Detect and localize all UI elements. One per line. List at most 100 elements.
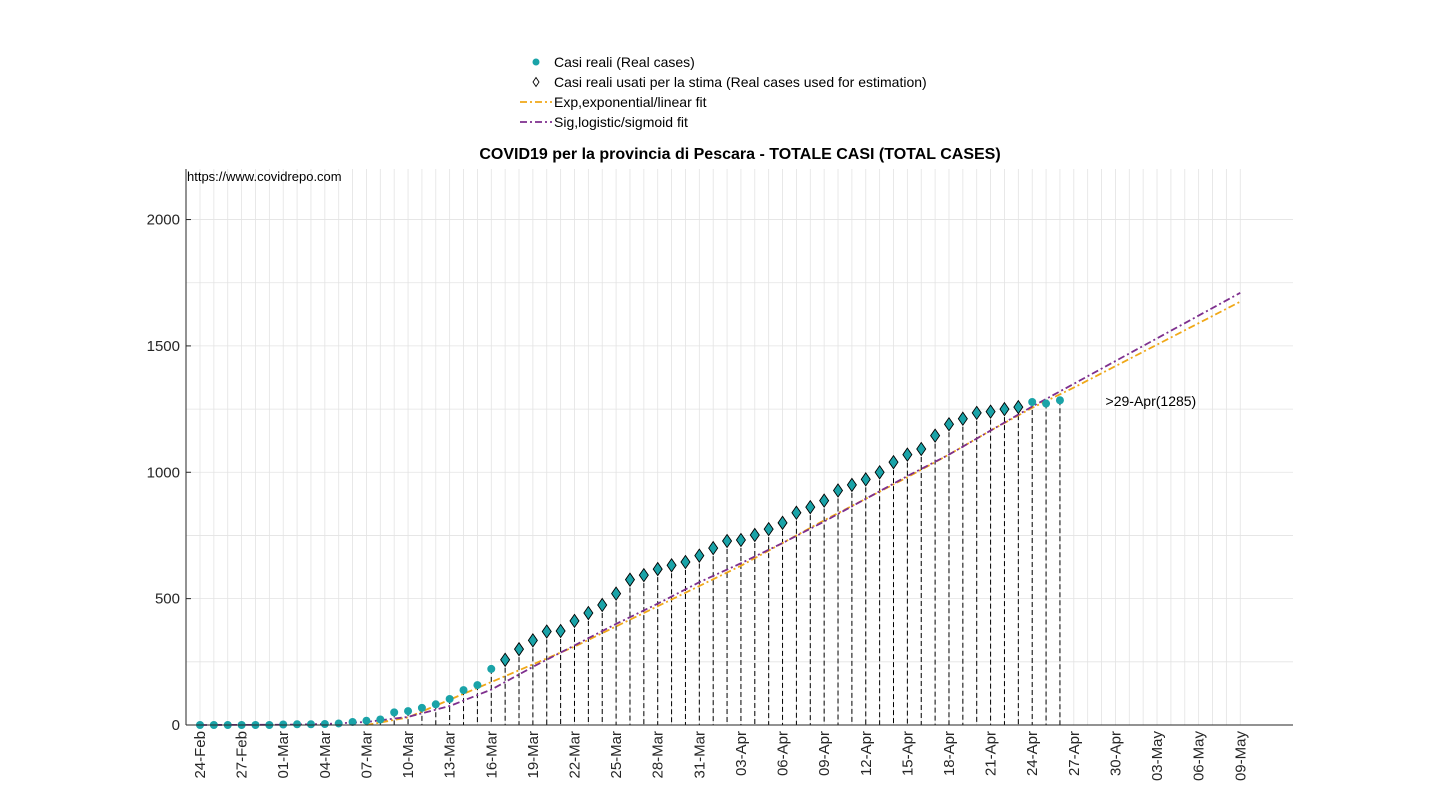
x-tick-label: 09-May: [1232, 731, 1249, 782]
real-case-point: [306, 720, 315, 729]
x-tick-label: 03-May: [1149, 731, 1166, 782]
estimation-point: [860, 472, 871, 487]
x-tick-label: 13-Mar: [442, 731, 459, 779]
real-case-point: [293, 720, 302, 729]
real-case-point: [320, 719, 329, 728]
real-case-point: [404, 707, 413, 716]
estimation-point: [749, 527, 760, 543]
real-case-point: [348, 717, 357, 726]
drop-lines: [379, 400, 1061, 725]
estimation-point: [624, 572, 636, 587]
estimation-point: [819, 493, 830, 508]
estimation-point: [763, 521, 774, 537]
estimation-point: [666, 557, 677, 573]
estimation-point: [583, 605, 594, 621]
estimation-point: [652, 561, 663, 577]
estimation-point: [902, 447, 913, 462]
real-case-point: [362, 716, 371, 725]
real-case-point: [390, 708, 399, 717]
estimation-point: [888, 454, 899, 470]
x-tick-label: 03-Apr: [733, 731, 750, 776]
x-tick-label: 21-Apr: [983, 731, 1000, 776]
x-tick-label: 10-Mar: [400, 731, 417, 779]
x-tick-label: 18-Apr: [941, 731, 958, 776]
x-tick-label: 22-Mar: [566, 731, 583, 779]
axes: 0 500 1000 1500 2000 24-Feb 27-Feb 01-Mar 04-Mar…: [147, 169, 1293, 781]
x-tick-label: 16-Mar: [483, 731, 500, 779]
estimation-point: [541, 624, 552, 639]
estimation-point: [985, 404, 996, 419]
x-tick-label: 19-Mar: [525, 731, 542, 779]
estimation-point: [874, 464, 885, 480]
estimation-point: [527, 633, 538, 648]
estimation-point: [680, 554, 691, 570]
legend-label: Casi reali (Real cases): [554, 54, 695, 70]
y-tick-label: 1000: [147, 464, 180, 481]
y-tick-label: 1500: [147, 338, 180, 355]
estimation-point: [638, 567, 649, 583]
x-tick-label: 07-Mar: [358, 731, 375, 779]
estimation-point: [916, 441, 927, 457]
chart-title: COVID19 per la provincia di Pescara - TO…: [479, 146, 1000, 163]
estimation-point: [971, 405, 982, 421]
legend-marker-circle: [532, 58, 540, 66]
estimation-point: [805, 499, 816, 515]
real-case-point: [376, 715, 385, 724]
x-tick-label: 27-Apr: [1066, 731, 1083, 776]
estimation-point: [791, 505, 802, 520]
real-case-point: [431, 700, 440, 709]
y-tick-label: 0: [172, 717, 180, 734]
x-tick-label: 30-Apr: [1107, 731, 1124, 776]
x-tick-label: 27-Feb: [234, 731, 251, 779]
fit-curves: [199, 292, 1241, 726]
legend-label: Sig,logistic/sigmoid fit: [554, 114, 688, 130]
estimation-point: [597, 597, 608, 613]
x-tick-label: 04-Mar: [317, 731, 334, 779]
real-case-point: [334, 719, 343, 728]
legend-label: Casi reali usati per la stima (Real case…: [554, 74, 927, 90]
legend-label: Exp,exponential/linear fit: [554, 94, 707, 110]
x-tick-label: 15-Apr: [899, 731, 916, 776]
exp-fit-line: [366, 300, 1241, 726]
x-tick-label: 24-Feb: [192, 731, 209, 779]
estimation-point: [694, 548, 705, 563]
y-tick-label: 500: [155, 591, 180, 608]
estimation-point: [930, 428, 941, 443]
real-case-point: [473, 681, 482, 690]
estimation-point: [777, 515, 788, 531]
real-case-point: [1055, 396, 1064, 405]
real-case-point: [279, 720, 288, 729]
real-case-point: [459, 686, 468, 695]
real-case-point: [417, 703, 426, 712]
estimation-point: [832, 483, 844, 498]
x-tick-label: 01-Mar: [275, 731, 292, 779]
estimation-point: [569, 613, 580, 629]
y-tick-label: 2000: [147, 212, 180, 229]
x-tick-label: 31-Mar: [691, 731, 708, 779]
legend: Casi reali (Real cases) Casi reali usati …: [520, 54, 927, 130]
estimation-point: [846, 477, 857, 493]
estimation-point: [999, 401, 1010, 417]
real-case-point: [1028, 398, 1037, 407]
real-case-point: [1042, 399, 1051, 408]
estimation-point: [1013, 399, 1024, 415]
x-tick-label: 25-Mar: [608, 731, 625, 779]
sig-fit-line: [199, 292, 1241, 726]
x-tick-label: 06-Apr: [775, 731, 792, 776]
real-case-point: [445, 694, 454, 703]
estimation-point: [708, 540, 719, 556]
grid: [186, 169, 1293, 726]
x-tick-label: 06-May: [1191, 731, 1208, 782]
estimation-point: [513, 641, 525, 657]
estimation-point: [611, 586, 622, 601]
estimation-point: [555, 623, 566, 639]
estimation-point: [957, 411, 968, 426]
x-tick-label: 09-Apr: [816, 731, 833, 776]
estimation-point: [722, 533, 733, 549]
estimation-point: [500, 652, 511, 668]
real-case-point: [487, 664, 496, 673]
watermark-text: https://www.covidrepo.com: [187, 169, 342, 184]
annotation-label: >29-Apr(1285): [1106, 393, 1197, 409]
x-tick-label: 28-Mar: [650, 731, 667, 779]
